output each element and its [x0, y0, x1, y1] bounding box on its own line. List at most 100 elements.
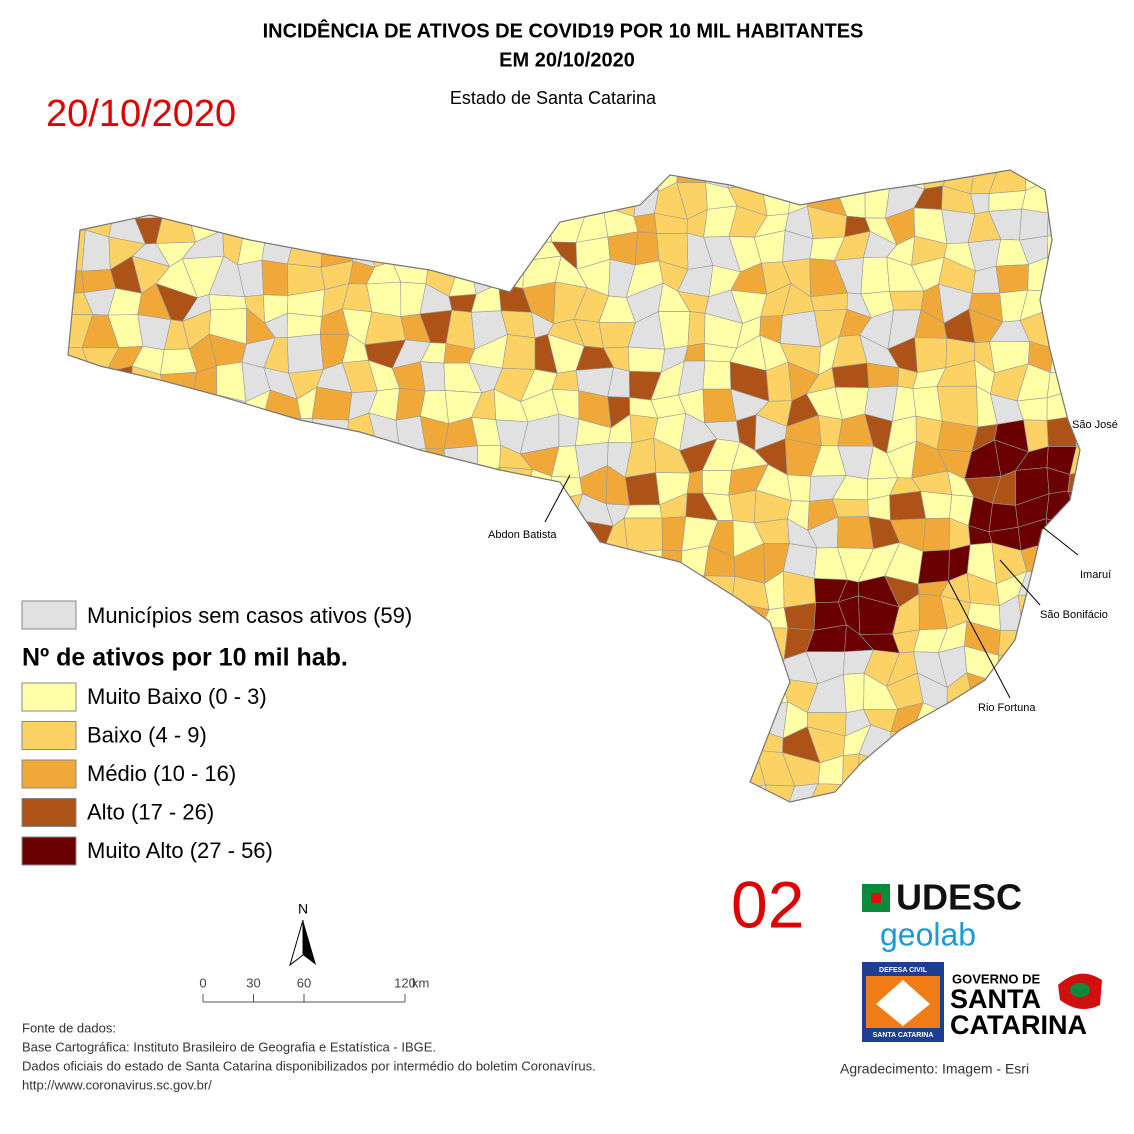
- municipality: [285, 478, 319, 496]
- municipality: [1043, 780, 1080, 802]
- municipality: [687, 311, 706, 347]
- municipality: [480, 568, 505, 600]
- municipality: [376, 574, 405, 606]
- municipality: [1020, 760, 1053, 789]
- municipality: [659, 549, 683, 583]
- municipality: [653, 814, 689, 831]
- municipality: [1075, 676, 1080, 715]
- municipality: [396, 491, 432, 525]
- municipality: [761, 183, 793, 217]
- municipality: [1078, 753, 1080, 782]
- municipality: [659, 574, 693, 602]
- municipality: [106, 441, 145, 477]
- north-arrow: N: [289, 901, 316, 967]
- municipality: [547, 170, 586, 193]
- municipality: [474, 490, 510, 521]
- municipality: [313, 700, 343, 738]
- municipality: [188, 547, 223, 584]
- municipality: [1049, 337, 1069, 374]
- municipality: [686, 646, 715, 684]
- municipality: [948, 801, 975, 802]
- municipality: [467, 182, 506, 220]
- municipality: [549, 804, 583, 843]
- municipality: [449, 577, 484, 606]
- municipality: [659, 621, 692, 657]
- municipality: [532, 622, 563, 658]
- municipality: [390, 698, 431, 737]
- municipality: [784, 783, 819, 802]
- municipality: [394, 683, 431, 704]
- municipality: [265, 178, 294, 217]
- municipality: [208, 418, 249, 442]
- municipality: [498, 260, 525, 289]
- municipality: [371, 778, 397, 802]
- municipality: [259, 527, 296, 546]
- municipality: [428, 803, 454, 831]
- municipality: [941, 712, 977, 737]
- legend-label: Baixo (4 - 9): [87, 722, 207, 747]
- municipality: [261, 259, 289, 296]
- place-labels: São José Abdon Batista Imaruí São Bonifá…: [488, 419, 1118, 714]
- municipality: [79, 170, 117, 189]
- municipality: [573, 754, 607, 789]
- municipality: [364, 204, 404, 246]
- municipality: [702, 469, 732, 496]
- municipality: [577, 676, 613, 713]
- municipality: [547, 191, 588, 216]
- municipality: [888, 760, 924, 792]
- municipality: [549, 708, 587, 734]
- municipality: [449, 622, 481, 654]
- legend-label: Muito Alto (27 - 56): [87, 838, 273, 863]
- municipality: [837, 778, 872, 802]
- municipality: [675, 731, 710, 760]
- municipality: [941, 730, 971, 757]
- municipality: [208, 294, 248, 311]
- municipality: [287, 808, 322, 842]
- municipality: [68, 516, 88, 554]
- municipality: [393, 785, 432, 802]
- municipality: [392, 622, 432, 661]
- municipality: [1045, 713, 1080, 731]
- municipality: [212, 180, 244, 209]
- municipality: [573, 776, 607, 802]
- municipality: [675, 756, 712, 790]
- municipality: [636, 804, 657, 832]
- municipality: [523, 708, 559, 729]
- municipality: [626, 677, 654, 711]
- municipality: [624, 472, 661, 506]
- legend-swatch: [21, 798, 77, 827]
- municipality: [866, 362, 900, 389]
- municipality: [286, 778, 327, 802]
- municipality: [1075, 180, 1080, 216]
- municipality: [182, 569, 224, 606]
- municipality: [343, 804, 372, 841]
- municipality: [370, 734, 392, 767]
- place-label: São José: [1072, 419, 1118, 431]
- municipality: [603, 549, 634, 582]
- municipality: [166, 394, 193, 420]
- municipality: [81, 229, 111, 272]
- municipality: [550, 675, 583, 713]
- municipality: [598, 776, 637, 802]
- municipality: [313, 735, 351, 758]
- municipality: [843, 672, 865, 714]
- municipality: [708, 653, 742, 684]
- municipality: [211, 580, 239, 606]
- legend-label: Muito Baixo (0 - 3): [87, 684, 267, 709]
- municipality: [164, 418, 192, 449]
- municipality: [909, 750, 944, 792]
- municipality: [995, 264, 1029, 294]
- municipality: [317, 804, 343, 841]
- municipality: [316, 778, 344, 802]
- municipality: [867, 494, 891, 521]
- municipality: [68, 489, 94, 524]
- municipality: [68, 229, 86, 272]
- municipality: [1014, 627, 1054, 655]
- municipality: [420, 209, 455, 236]
- municipality: [1023, 814, 1047, 841]
- municipality: [651, 646, 690, 681]
- municipality: [471, 622, 505, 660]
- municipality: [969, 777, 1003, 802]
- municipality: [523, 725, 560, 764]
